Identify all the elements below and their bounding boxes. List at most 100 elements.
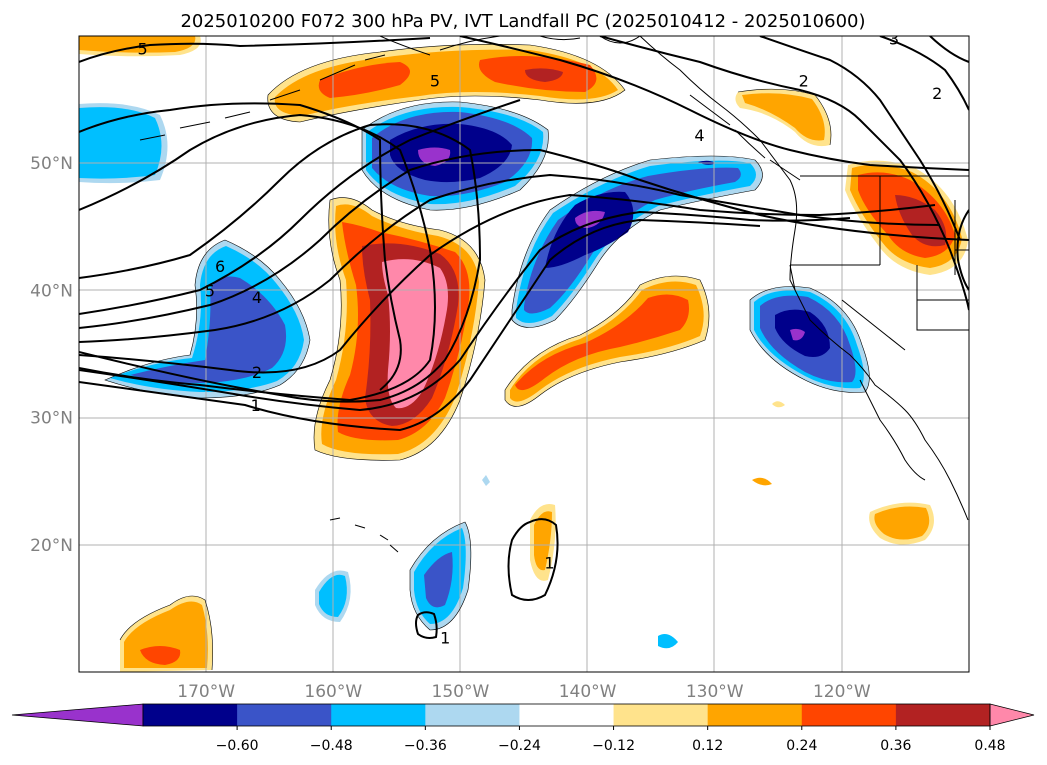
baja-california	[859, 379, 926, 481]
alaska-coast	[379, 36, 641, 56]
shaded-region	[130, 276, 287, 383]
colorbar-segment	[707, 704, 803, 726]
contour-label: 5	[137, 40, 147, 59]
latitude-tick-label: 20°N	[30, 536, 73, 556]
latitude-labels: 20°N 30°N 40°N 50°N	[30, 154, 73, 556]
contour-label: 5	[205, 281, 215, 300]
colorbar-segment	[519, 704, 615, 726]
contour-line	[79, 123, 482, 403]
california-nevada-border	[841, 299, 906, 351]
colorbar-tick-label: −0.48	[310, 738, 353, 754]
contour-label: 4	[252, 288, 262, 307]
colorbar-segment	[143, 704, 238, 726]
colorbar-segment	[237, 704, 332, 726]
contour-line	[79, 218, 761, 432]
contour-label: 4	[694, 126, 704, 145]
contour-line	[79, 99, 521, 315]
contour-line	[79, 210, 851, 412]
colorbar-tick-label: 0.12	[692, 738, 723, 754]
longitude-labels: 170°W 160°W 150°W 140°W 130°W 120°W	[177, 682, 871, 702]
contour-line	[79, 37, 431, 63]
shaded-region	[790, 328, 805, 341]
map-frame	[78, 35, 970, 673]
shaded-region	[772, 401, 785, 408]
contour-line	[79, 148, 969, 329]
state-borders	[789, 176, 969, 331]
shaded-region	[658, 634, 678, 649]
pv-contours	[79, 36, 969, 639]
colorbar-tick-label: −0.60	[216, 738, 259, 754]
contour-line	[956, 209, 969, 291]
contour-label: 1	[251, 396, 261, 415]
shaded-region	[318, 62, 410, 98]
colorbar-segment	[425, 704, 520, 726]
coastlines-and-borders	[139, 36, 969, 553]
contour-line	[79, 193, 936, 374]
colorbar-tick-label: −0.12	[592, 738, 635, 754]
shaded-region	[516, 160, 756, 324]
contour-label: 6	[215, 257, 225, 276]
latitude-tick-label: 50°N	[30, 154, 73, 174]
contour-label: 2	[252, 363, 262, 382]
colorbar-tick-label: 0.48	[974, 738, 1005, 754]
colorbar-tick-label: 0.36	[880, 738, 911, 754]
shaded-region	[515, 294, 689, 391]
longitude-tick-label: 170°W	[177, 682, 235, 702]
latitude-tick-label: 30°N	[30, 409, 73, 429]
shaded-region	[534, 511, 552, 571]
contour-line	[879, 36, 969, 111]
longitude-tick-label: 160°W	[304, 682, 362, 702]
colorbar-segment	[331, 704, 426, 726]
colorbar-segment	[613, 704, 709, 726]
contour-label: 3	[889, 30, 899, 49]
colorbar: −0.60 −0.48 −0.36 −0.24 −0.12 0.12 0.24 0.36 0.4…	[11, 703, 1035, 754]
contour-line	[929, 36, 969, 63]
shaded-region	[545, 191, 634, 268]
contour-line	[759, 36, 961, 241]
contour-line	[79, 173, 941, 343]
contour-line	[415, 611, 438, 639]
contour-label: 1	[440, 629, 450, 648]
colorbar-frame	[142, 703, 991, 727]
shaded-region	[424, 552, 453, 608]
shaded-region	[742, 93, 825, 141]
colorbar-tick-label: −0.36	[404, 738, 447, 754]
colorbar-segment	[895, 704, 991, 726]
longitude-tick-label: 130°W	[686, 682, 744, 702]
contour-line	[79, 113, 436, 402]
contour-label: 2	[799, 72, 809, 91]
map-title: 2025010200 F072 300 hPa PV, IVT Landfall…	[180, 11, 865, 32]
latitude-tick-label: 40°N	[30, 281, 73, 301]
colorbar-extend-min	[11, 703, 144, 727]
anomaly-outlines	[104, 44, 870, 671]
shaded-region	[575, 210, 605, 228]
shaded-region	[482, 475, 490, 486]
contour-label: 2	[932, 84, 942, 103]
contour-line	[459, 36, 969, 171]
shaded-region	[79, 36, 196, 53]
shaded-region	[752, 477, 772, 486]
contour-line	[507, 518, 559, 601]
longitude-tick-label: 150°W	[432, 682, 490, 702]
colorbar-tick-label: 0.24	[786, 738, 817, 754]
hawaii-islands	[329, 517, 399, 553]
shaded-region	[140, 646, 181, 665]
colorbar-extend-max	[989, 703, 1035, 727]
contour-label: 1	[544, 554, 554, 573]
longitude-tick-label: 140°W	[559, 682, 617, 702]
contour-label: 5	[430, 72, 440, 91]
longitude-tick-label: 120°W	[813, 682, 871, 702]
aleutian-islands	[139, 54, 386, 141]
north-america-coastline	[639, 36, 969, 521]
contour-line	[79, 102, 402, 391]
contour-line	[599, 36, 969, 311]
shaded-region	[525, 68, 563, 82]
colorbar-tick-label: −0.24	[498, 738, 541, 754]
shaded-region	[382, 259, 448, 409]
colorbar-segment	[801, 704, 897, 726]
shaded-region	[874, 506, 930, 540]
positive-pv-anomalies	[79, 36, 968, 672]
